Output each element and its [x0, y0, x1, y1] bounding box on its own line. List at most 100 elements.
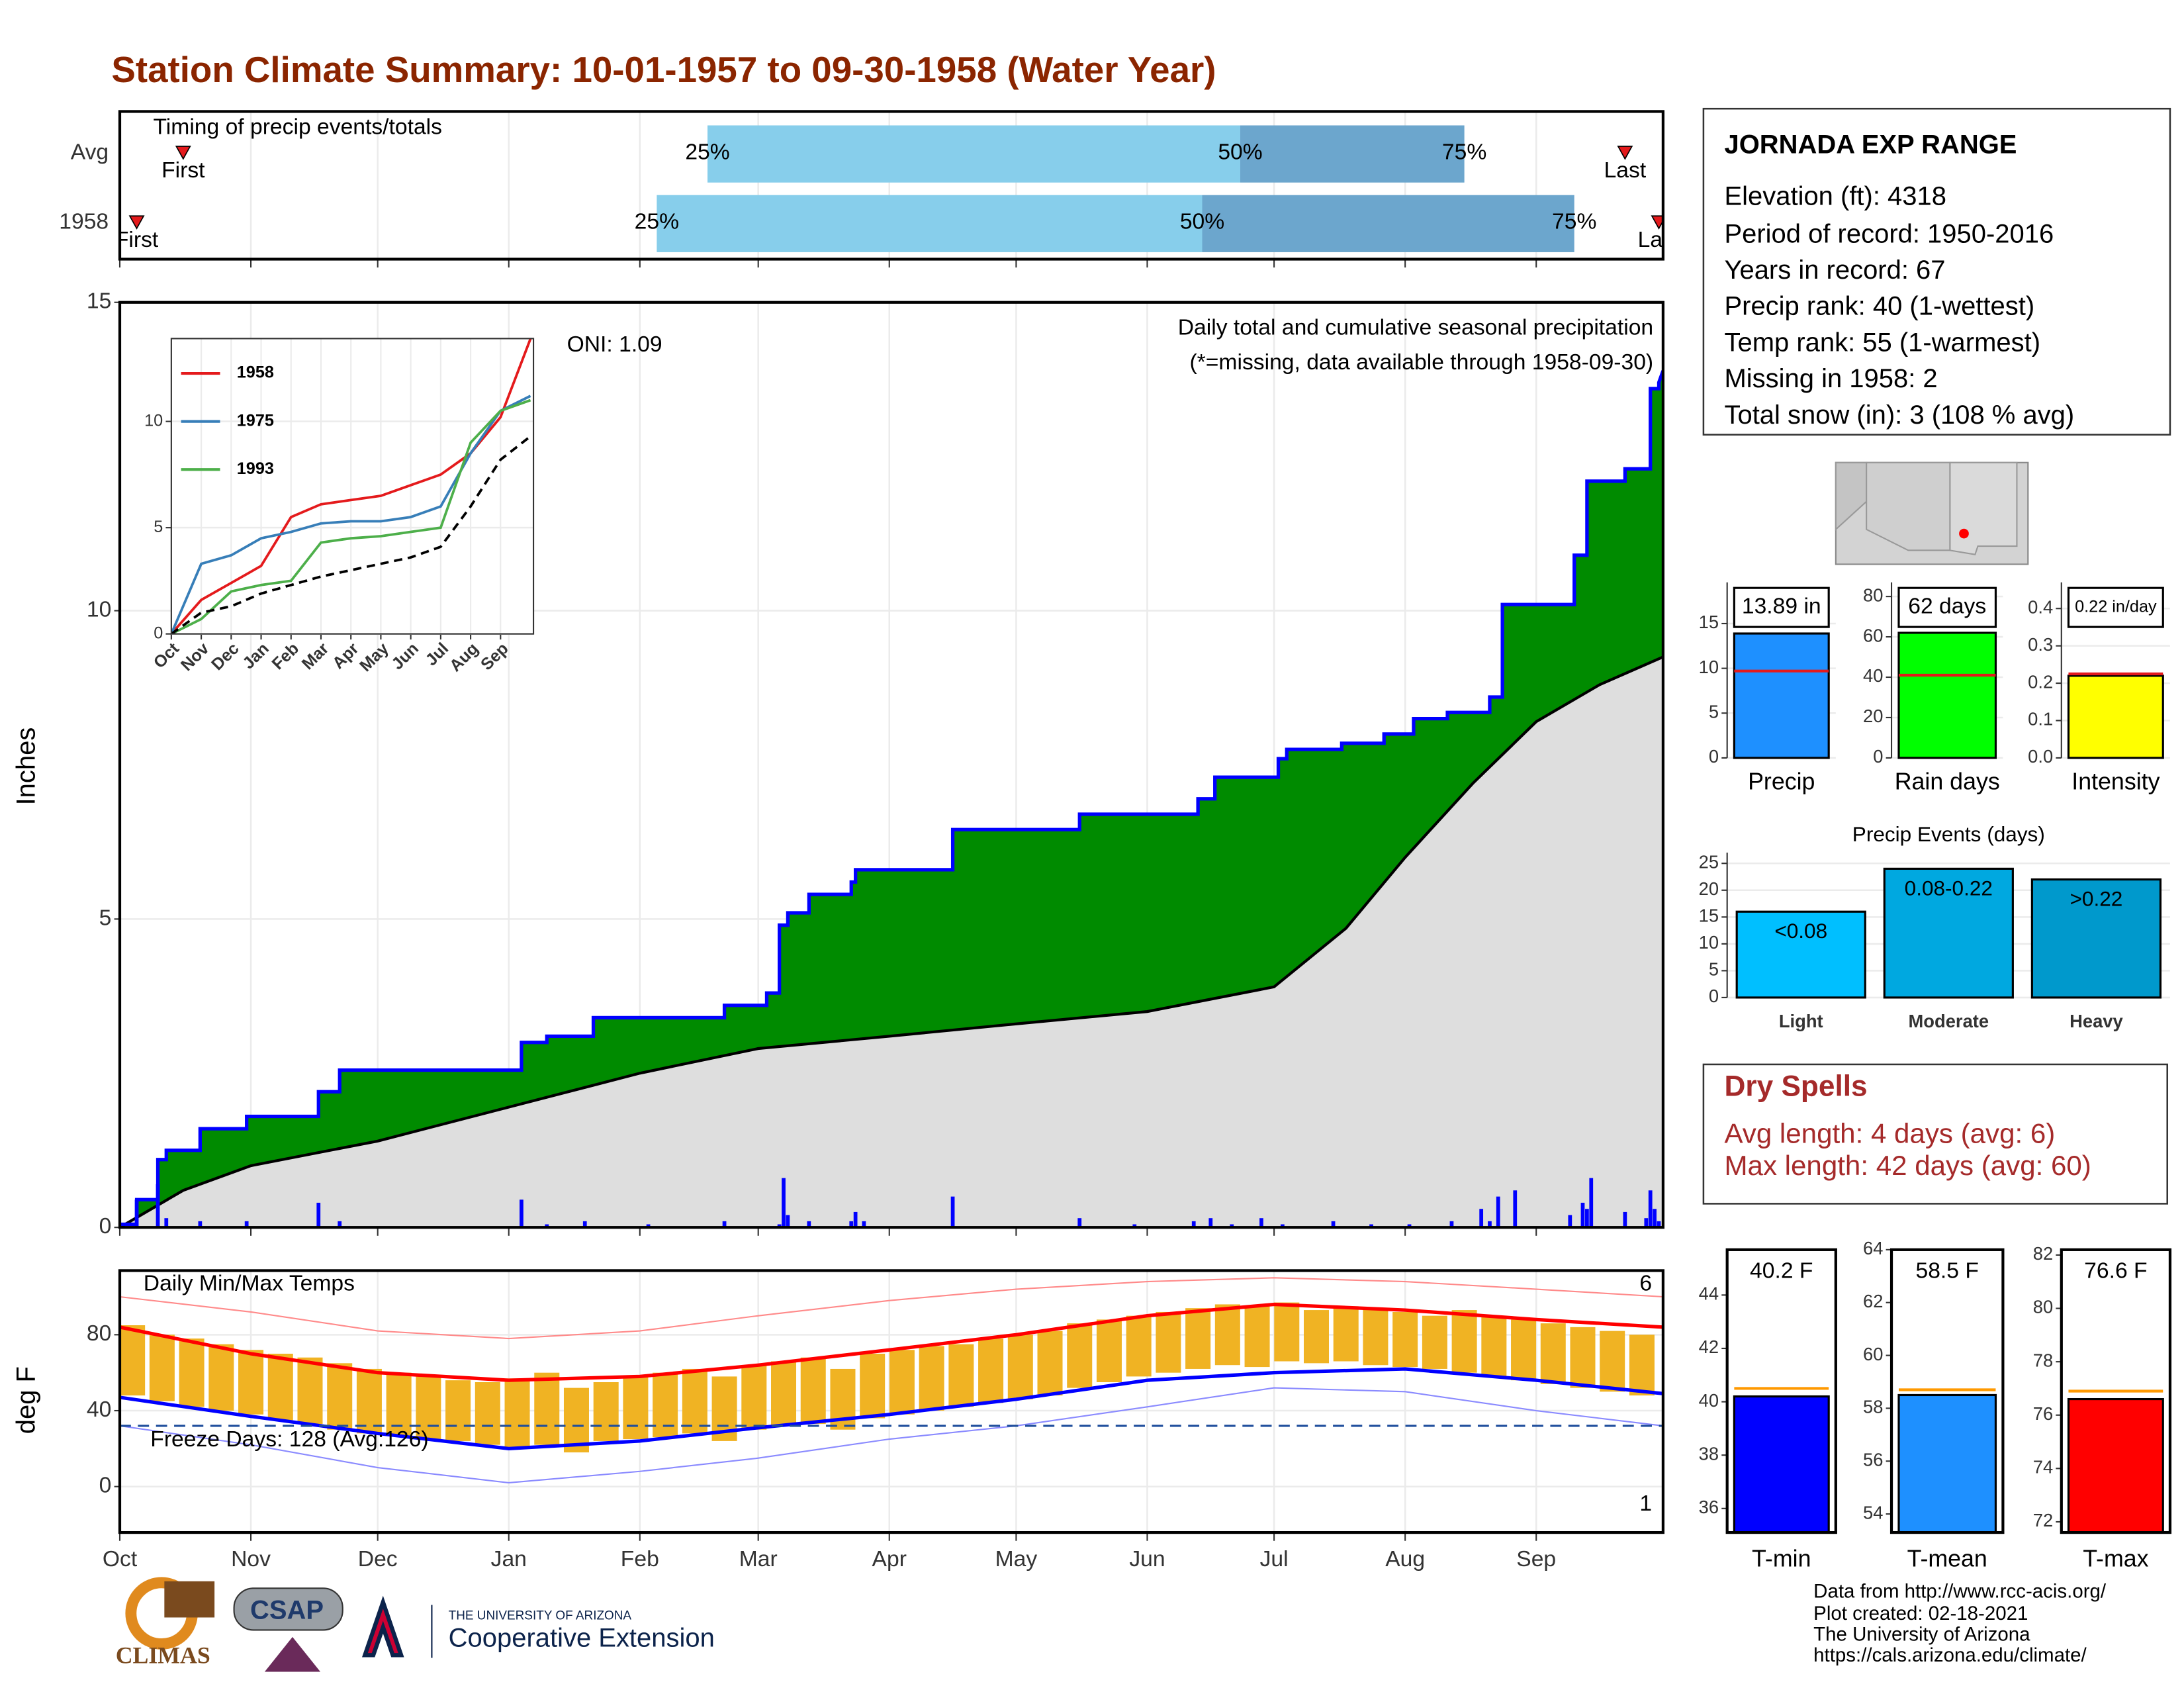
temp-range-bar	[682, 1368, 707, 1434]
temp-range-bar	[1570, 1327, 1596, 1388]
daily-bar	[1488, 1221, 1492, 1228]
footer-line: https://cals.arizona.edu/climate/	[1813, 1644, 2087, 1666]
x-tick-label: Dec	[358, 1547, 398, 1571]
daily-bar	[1479, 1209, 1484, 1228]
bar	[1897, 1393, 1997, 1534]
temp-range-bar	[1451, 1310, 1477, 1373]
plot-frame	[118, 301, 1664, 1229]
cumulative-line	[119, 655, 1663, 1228]
info-line: Years in record: 67	[1724, 256, 1945, 285]
x-tick-label: Aug	[1385, 1547, 1425, 1571]
daily-bar	[1191, 1221, 1196, 1228]
csap-cloud	[233, 1587, 343, 1631]
value-label: 13.89 in	[1742, 594, 1821, 619]
info-box	[1702, 107, 2171, 436]
panel-title: Precip Events (days)	[1852, 822, 2045, 846]
temp-range-bar	[1274, 1302, 1300, 1362]
daily-bar	[134, 1199, 139, 1228]
temp-line	[119, 1367, 1663, 1451]
value-label-box	[1897, 586, 1997, 628]
bar	[1897, 632, 1997, 759]
footer-line: Data from http://www.rcc-acis.org/	[1813, 1580, 2107, 1602]
freeze-label: Freeze Days: 128 (Avg:126)	[150, 1427, 428, 1452]
daily-bar	[853, 1211, 858, 1228]
temp-range-bar	[1333, 1306, 1359, 1362]
y-tick-label: 5	[1709, 959, 1719, 980]
temp-range-bar	[1481, 1315, 1507, 1377]
y-tick-label: 0.4	[2028, 596, 2053, 617]
temp-range-bar	[1126, 1315, 1152, 1377]
temp-range-bar	[416, 1376, 441, 1440]
dry-spells-line: Avg length: 4 days (avg: 6)	[1724, 1117, 2055, 1149]
temp-range-bar	[120, 1325, 146, 1396]
temp-range-bar	[238, 1350, 264, 1415]
row-label: 1958	[59, 210, 109, 234]
event-marker	[175, 146, 191, 160]
quartile-bar	[1202, 195, 1574, 252]
temp-range-bar	[1244, 1306, 1270, 1368]
y-tick-label: 80	[87, 1321, 111, 1346]
bar-label: >0.22	[2070, 886, 2122, 910]
daily-bar	[807, 1221, 811, 1228]
bar	[1733, 632, 1830, 759]
plot-area	[119, 370, 1663, 1228]
timing-title: Timing of precip events/totals	[154, 115, 442, 140]
y-tick-label: 5	[99, 906, 112, 930]
x-tick-label: T-min	[1752, 1546, 1811, 1572]
daily-bar	[1449, 1221, 1454, 1228]
x-tick-label: Mar	[739, 1547, 778, 1571]
daily-bar	[1331, 1221, 1336, 1228]
daily-bar	[1653, 1209, 1657, 1228]
temp-range-bar	[1096, 1319, 1122, 1383]
daily-bar	[1369, 1224, 1373, 1228]
value-label: 40.2 F	[1750, 1258, 1813, 1283]
panel-frame	[1889, 1248, 2005, 1534]
temp-range-bar	[1214, 1304, 1240, 1366]
map-state	[1866, 461, 1951, 551]
temp-range-bar	[1600, 1331, 1625, 1392]
footer-line: The University of Arizona	[1813, 1624, 2030, 1646]
plot-frame	[118, 1269, 1664, 1534]
daily-bar	[1580, 1202, 1585, 1228]
marker-label: First	[161, 158, 205, 183]
daily-bar	[316, 1202, 321, 1228]
marker-label: First	[115, 228, 159, 252]
event-marker	[128, 215, 145, 230]
daily-bar	[950, 1196, 955, 1228]
temp-range-bar	[179, 1338, 205, 1407]
y-tick-label: 0.2	[2028, 671, 2053, 692]
daily-bar	[164, 1218, 169, 1228]
inset-bg	[171, 338, 534, 634]
y-tick-label: 40	[1699, 1390, 1719, 1411]
temp-range-bar	[623, 1376, 649, 1440]
daily-bar	[1077, 1218, 1082, 1228]
daily-bar	[244, 1221, 249, 1228]
footer-line: Plot created: 02-18-2021	[1813, 1603, 2028, 1624]
y-tick-label: 20	[1699, 878, 1719, 899]
temp-range-bar	[948, 1344, 974, 1407]
y-tick-label: 42	[1699, 1336, 1719, 1357]
daily-bar	[1568, 1215, 1572, 1228]
page-title: Station Climate Summary: 10-01-1957 to 0…	[111, 49, 1216, 90]
x-tick-label: Light	[1779, 1011, 1823, 1031]
temp-line	[119, 1277, 1663, 1340]
value-label: 76.6 F	[2084, 1258, 2147, 1283]
temp-range-bar	[267, 1354, 293, 1421]
temp-range-bar	[1540, 1323, 1566, 1384]
y-tick-label: 74	[2033, 1457, 2053, 1477]
legend-label: 1975	[237, 411, 274, 430]
record-high-count: 6	[1639, 1271, 1652, 1295]
ua-logo	[361, 1595, 404, 1658]
temp-range-bar	[889, 1350, 915, 1415]
temp-range-bar	[534, 1372, 560, 1445]
logos: CLIMAS CSAP THE UNIVERSITY OF ARIZONA Co…	[116, 1577, 715, 1672]
ua-text: THE UNIVERSITY OF ARIZONA	[449, 1609, 632, 1622]
temp-range-bar	[356, 1368, 382, 1434]
annotation: ONI: 1.09	[567, 332, 662, 357]
y-tick-label: 10	[1699, 932, 1719, 953]
plot-area	[119, 1277, 1663, 1484]
bar	[2067, 1397, 2164, 1534]
series-line	[171, 395, 531, 634]
x-tick-label: Apr	[872, 1547, 907, 1571]
